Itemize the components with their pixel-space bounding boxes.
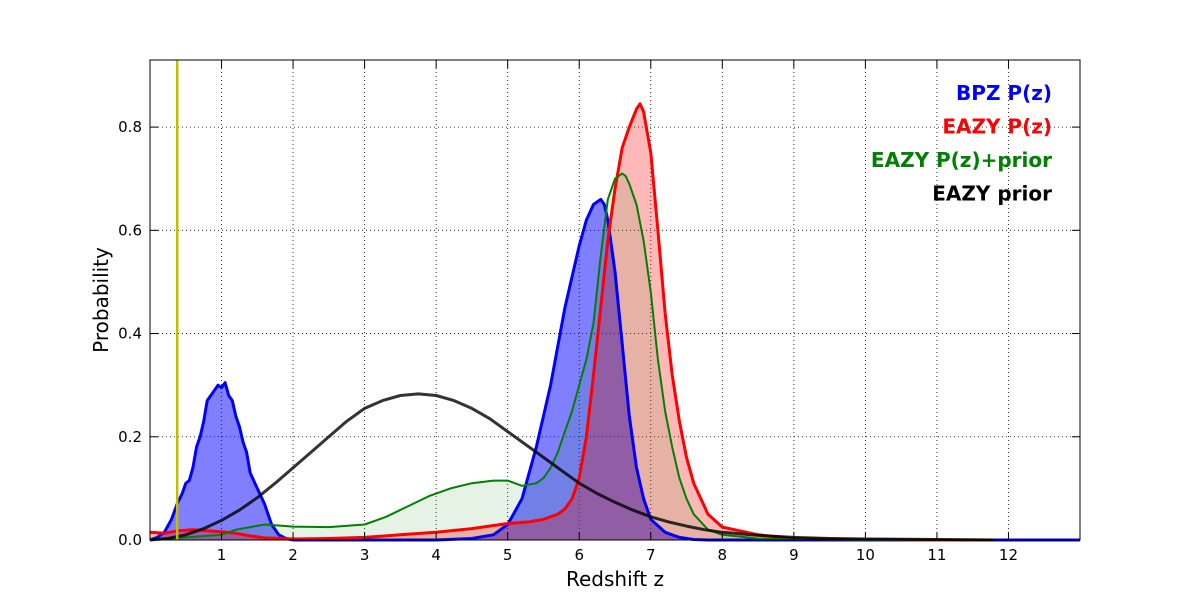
- series-fill-eazy-p-z-prior: [150, 173, 995, 540]
- x-tick-label: 3: [360, 546, 370, 564]
- y-tick-label: 0.2: [118, 428, 142, 446]
- x-tick-label: 11: [927, 546, 946, 564]
- x-tick-label: 8: [718, 546, 728, 564]
- legend-entry-eazy-p-z-prior: EAZY P(z)+prior: [871, 148, 1052, 172]
- x-tick-label: 10: [856, 546, 875, 564]
- x-tick-label: 7: [646, 546, 656, 564]
- legend-entry-bpz-p-z: BPZ P(z): [956, 81, 1052, 105]
- y-tick-label: 0.0: [118, 531, 142, 549]
- legend-entry-eazy-p-z: EAZY P(z): [942, 115, 1052, 139]
- x-tick-label: 9: [789, 546, 799, 564]
- series-fills: [150, 103, 1080, 541]
- y-tick-label: 0.6: [118, 221, 142, 239]
- series-layer: [149, 102, 1080, 542]
- plot-area: 1 2 3 4 5 6 7 8 9 10 11 120.00.20.40.60.8: [118, 59, 1081, 564]
- x-axis-label: Redshift z: [566, 567, 664, 591]
- legend-entry-eazy-prior: EAZY prior: [932, 182, 1052, 206]
- y-tick-label: 0.8: [118, 118, 142, 136]
- series-line-eazy-p-z-prior: [149, 172, 995, 541]
- x-tick-label: 4: [431, 546, 441, 564]
- y-axis-label: Probability: [89, 247, 113, 353]
- series-lines: [149, 102, 1080, 542]
- x-tick-label: 5: [503, 546, 513, 564]
- x-tick-label: 12: [999, 546, 1018, 564]
- legend: BPZ P(z) EAZY P(z) EAZY P(z)+prior EAZY pri…: [871, 81, 1052, 206]
- y-tick-label: 0.4: [118, 325, 142, 343]
- axis-ticks: 1 2 3 4 5 6 7 8 9 10 11 120.00.20.40.60.8: [118, 60, 1080, 564]
- x-tick-label: 2: [288, 546, 298, 564]
- series-line-eazy-p-z: [149, 102, 995, 542]
- x-tick-label: 1: [217, 546, 227, 564]
- series-line-eazy-prior: [149, 392, 995, 542]
- x-tick-label: 6: [574, 546, 584, 564]
- plot-frame: [149, 59, 1081, 541]
- series-fill-bpz-p-z: [150, 199, 1080, 540]
